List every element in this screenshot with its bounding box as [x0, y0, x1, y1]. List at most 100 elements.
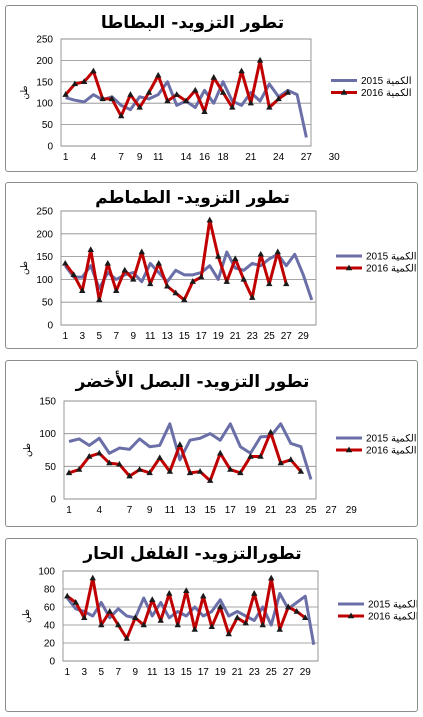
data-point-marker — [140, 621, 147, 628]
legend-label: 2016 الكمية — [366, 264, 417, 275]
data-point-marker — [155, 71, 162, 78]
data-point-marker — [183, 587, 190, 593]
x-tick-label: 9 — [137, 152, 143, 163]
x-tick-label: 7 — [113, 331, 119, 342]
x-tick-label: 23 — [249, 667, 261, 678]
data-point-marker — [251, 590, 258, 596]
legend-label: 2015 الكمية — [368, 600, 418, 611]
x-tick-label: 13 — [164, 667, 176, 678]
data-point-marker — [217, 603, 224, 610]
x-tick-label: 24 — [273, 152, 285, 163]
data-point-marker — [113, 287, 120, 293]
data-point-marker — [164, 97, 171, 104]
x-tick-label: 11 — [147, 667, 158, 678]
data-point-marker — [186, 469, 194, 476]
data-point-marker — [81, 614, 88, 620]
data-point-marker — [302, 614, 309, 620]
x-tick-label: 23 — [247, 331, 259, 342]
data-point-marker — [223, 278, 230, 284]
y-tick-label: 0 — [50, 495, 56, 506]
x-tick-label: 5 — [98, 667, 104, 678]
x-tick-label: 21 — [230, 331, 242, 342]
data-point-marker — [285, 603, 292, 610]
y-tick-label: 60 — [44, 603, 56, 614]
data-point-marker — [293, 608, 300, 614]
data-point-marker — [210, 74, 217, 80]
y-tick-label: 40 — [44, 621, 56, 632]
data-point-marker — [182, 97, 190, 104]
x-tick-label: 29 — [346, 505, 358, 516]
data-point-marker — [155, 259, 162, 266]
x-tick-label: 27 — [283, 667, 295, 678]
x-tick-label: 25 — [264, 331, 276, 342]
data-point-marker — [266, 280, 273, 287]
data-point-marker — [136, 466, 143, 472]
data-point-marker — [237, 469, 244, 476]
y-tick-label: 150 — [36, 77, 53, 88]
x-tick-label: 19 — [213, 331, 225, 342]
y-tick-label: 0 — [47, 321, 53, 332]
data-point-marker — [106, 608, 113, 614]
data-point-marker — [89, 574, 96, 581]
y-tick-label: 150 — [39, 397, 56, 408]
data-point-marker — [96, 296, 103, 303]
data-point-marker — [106, 459, 113, 466]
chart-panel-hot-pepper: تطورالتزويد- الفلفل الحار 0 20 40 60 80 100 1 3 5… — [5, 538, 418, 712]
data-point-marker — [198, 273, 205, 280]
x-tick-label: 15 — [205, 505, 217, 516]
x-tick-label: 9 — [147, 505, 153, 516]
x-tick-label: 9 — [132, 667, 138, 678]
x-tick-label: 7 — [118, 152, 124, 163]
data-point-marker — [208, 623, 215, 629]
data-point-marker — [172, 289, 179, 296]
legend-marker — [345, 446, 353, 453]
data-point-marker — [173, 91, 180, 97]
data-point-marker — [86, 453, 93, 459]
data-point-marker — [156, 454, 163, 461]
data-point-marker — [217, 449, 224, 456]
y-tick-label: 100 — [36, 99, 53, 110]
data-point-marker — [104, 259, 111, 266]
x-tick-label: 19 — [245, 505, 257, 516]
data-point-marker — [206, 477, 214, 483]
data-point-marker — [80, 78, 88, 84]
data-point-marker — [90, 67, 97, 74]
x-tick-label: 27 — [301, 152, 313, 163]
x-tick-label: 11 — [153, 152, 164, 163]
data-point-marker — [121, 266, 128, 273]
data-point-marker — [99, 95, 106, 102]
data-point-marker — [108, 95, 116, 102]
chart-title: تطور التزويد- الطماطم — [95, 188, 290, 208]
data-point-marker — [117, 112, 125, 119]
data-point-marker — [229, 103, 236, 110]
y-axis-label: طن — [20, 85, 30, 99]
data-point-marker — [98, 621, 105, 628]
legend-label: 2015 الكمية — [366, 252, 417, 263]
x-tick-label: 27 — [326, 505, 338, 516]
y-axis-label: طن — [20, 261, 30, 275]
x-tick-label: 4 — [91, 152, 97, 163]
y-tick-label: 0 — [47, 142, 53, 153]
y-tick-label: 20 — [44, 639, 56, 650]
data-point-marker — [247, 453, 254, 459]
data-point-marker — [75, 466, 83, 472]
x-tick-label: 7 — [115, 667, 121, 678]
data-point-marker — [232, 255, 239, 262]
chart-panel-green-onion: تطور التزويد- البصل الأخضر 0 50 100 150 1 4 7 9 1… — [5, 360, 418, 527]
data-point-marker — [201, 108, 208, 114]
y-tick-label: 250 — [36, 207, 53, 218]
x-tick-label: 21 — [232, 667, 244, 678]
y-tick-label: 250 — [36, 35, 53, 46]
data-point-marker — [181, 296, 188, 303]
data-point-marker — [256, 56, 264, 63]
y-tick-label: 100 — [36, 275, 53, 286]
chart-title: تطورالتزويد- الفلفل الحار — [82, 544, 301, 564]
data-point-marker — [284, 89, 292, 95]
plot-area — [60, 38, 312, 147]
data-point-marker — [147, 280, 154, 287]
x-tick-label: 5 — [96, 331, 102, 342]
x-tick-label: 3 — [81, 667, 87, 678]
x-tick-label: 7 — [127, 505, 133, 516]
chart-panel-potato: تطور التزويد- البطاطا 0 50 100 150 200 250 1 4 7 9… — [5, 5, 418, 172]
